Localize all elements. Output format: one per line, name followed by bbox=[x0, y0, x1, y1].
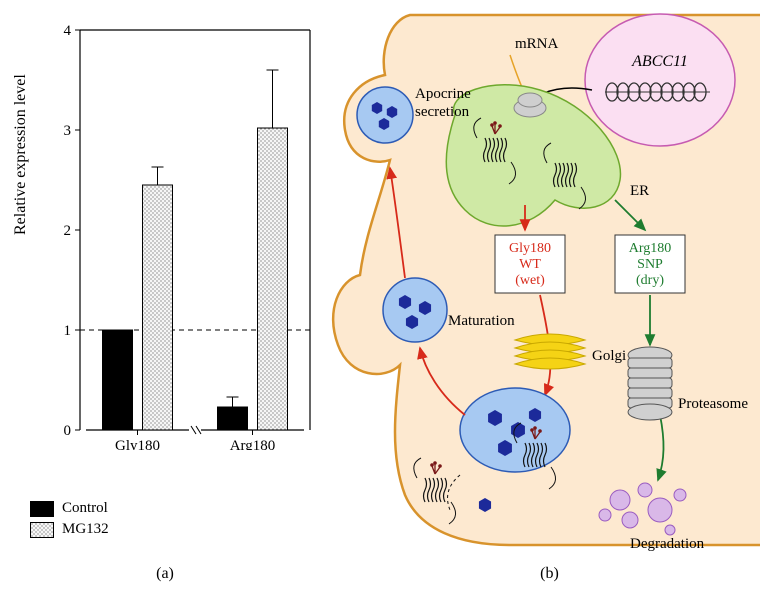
svg-text:ABCC11: ABCC11 bbox=[631, 53, 688, 70]
panel-a: Relative expression level 01234Gly180(W bbox=[0, 0, 330, 589]
svg-text:WT: WT bbox=[519, 257, 541, 272]
svg-text:ER: ER bbox=[630, 183, 649, 199]
svg-text:Arg180: Arg180 bbox=[230, 438, 276, 450]
svg-text:SNP: SNP bbox=[637, 257, 663, 272]
svg-text:Maturation: Maturation bbox=[448, 313, 515, 329]
svg-text:mRNA: mRNA bbox=[515, 36, 559, 52]
svg-text:4: 4 bbox=[64, 23, 72, 39]
panel-a-label: (a) bbox=[0, 565, 330, 583]
svg-text:3: 3 bbox=[64, 123, 72, 139]
svg-text:Gly180: Gly180 bbox=[509, 241, 551, 256]
legend-label: Control bbox=[62, 500, 108, 517]
svg-text:(wet): (wet) bbox=[515, 273, 545, 288]
panel-b-label: (b) bbox=[330, 565, 769, 583]
biology-diagram: ABCC11 mRNA ER Gly180WT(wet) Arg180SNP(dry) G… bbox=[330, 0, 769, 560]
svg-text:1: 1 bbox=[64, 323, 72, 339]
svg-text:Golgi: Golgi bbox=[592, 348, 626, 364]
svg-text:(dry): (dry) bbox=[636, 273, 664, 288]
legend-item-mg132: MG132 bbox=[30, 521, 109, 538]
panel-b: ABCC11 mRNA ER Gly180WT(wet) Arg180SNP(dry) G… bbox=[330, 0, 769, 589]
svg-text:Proteasome: Proteasome bbox=[678, 396, 748, 412]
svg-text:Gly180: Gly180 bbox=[115, 438, 160, 450]
legend-label: MG132 bbox=[62, 521, 109, 538]
svg-text:secretion: secretion bbox=[415, 104, 470, 120]
bar-chart: 01234Gly180(WT)Arg180(G180R) bbox=[60, 20, 320, 450]
svg-text:Arg180: Arg180 bbox=[629, 241, 672, 256]
y-axis-label: Relative expression level bbox=[12, 74, 30, 235]
chart-legend: Control MG132 bbox=[30, 500, 109, 542]
legend-swatch bbox=[30, 522, 54, 538]
legend-item-control: Control bbox=[30, 500, 109, 517]
svg-text:2: 2 bbox=[64, 223, 72, 239]
svg-text:0: 0 bbox=[64, 423, 72, 439]
svg-text:Apocrine: Apocrine bbox=[415, 86, 471, 102]
svg-text:Degradation: Degradation bbox=[630, 536, 705, 552]
legend-swatch bbox=[30, 501, 54, 517]
